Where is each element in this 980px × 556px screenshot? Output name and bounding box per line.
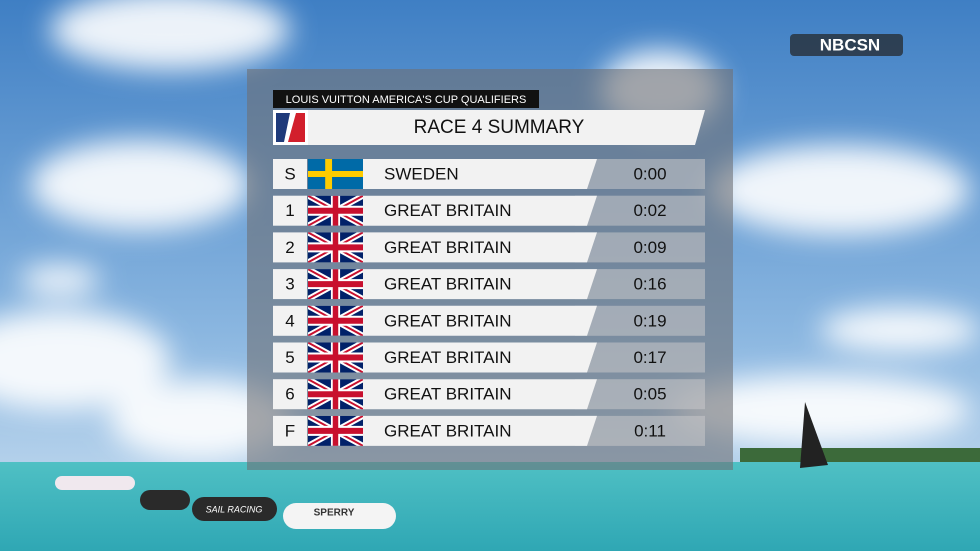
row-mark: 2 [285, 238, 294, 257]
time-cell [575, 305, 705, 336]
row-mark: 5 [285, 348, 294, 367]
team-cell [363, 195, 597, 226]
mark-cell [273, 379, 307, 410]
time-cell [575, 159, 705, 189]
mark-cell [273, 415, 307, 446]
team-cell [363, 305, 597, 336]
mark-cell [273, 342, 307, 373]
result-row: 2 GREAT BRITAIN 0:09 [273, 232, 705, 263]
time-cell [575, 269, 705, 300]
flag [308, 343, 363, 373]
flag [308, 232, 363, 262]
row-mark: S [284, 164, 295, 183]
team-name: GREAT BRITAIN [384, 421, 512, 440]
summary-graphic: LOUIS VUITTON AMERICA'S CUP QUALIFIERS R… [247, 69, 733, 470]
row-mark: 4 [285, 311, 294, 330]
logo-text: NBCSN [820, 35, 880, 54]
time-delta: 0:16 [633, 275, 666, 294]
flag [308, 269, 363, 299]
rows: S SWEDEN 0:00 1 GREAT BRITAIN 0:02 2 GREAT BRIT… [273, 159, 705, 446]
time-cell [575, 342, 705, 373]
flag [308, 159, 363, 189]
team-cell [363, 415, 597, 446]
team-name: GREAT BRITAIN [384, 275, 512, 294]
time-delta: 0:09 [633, 238, 666, 257]
team-cell [363, 379, 597, 410]
flag [308, 196, 363, 226]
team-name: GREAT BRITAIN [384, 238, 512, 257]
row-mark: 6 [285, 385, 294, 404]
result-row: 1 GREAT BRITAIN 0:02 [273, 195, 705, 226]
time-delta: 0:17 [633, 348, 666, 367]
mark-cell [273, 232, 307, 263]
result-row: 4 GREAT BRITAIN 0:19 [273, 305, 705, 336]
team-name: GREAT BRITAIN [384, 348, 512, 367]
time-delta: 0:02 [633, 201, 666, 220]
graphic-title: RACE 4 SUMMARY [414, 117, 585, 138]
mark-cell [273, 195, 307, 226]
team-cell [363, 342, 597, 373]
flag [308, 306, 363, 336]
time-cell [575, 379, 705, 410]
time-delta: 0:19 [633, 311, 666, 330]
network-logo: NBCSN [790, 34, 903, 56]
buoy-label: SAIL RACING [206, 504, 263, 514]
time-cell [575, 415, 705, 446]
result-row: 6 GREAT BRITAIN 0:05 [273, 379, 705, 410]
flag [308, 379, 363, 409]
series-label: LOUIS VUITTON AMERICA'S CUP QUALIFIERS [286, 94, 527, 106]
flag [308, 416, 363, 446]
buoy [283, 503, 396, 529]
result-row: F GREAT BRITAIN 0:11 [273, 415, 705, 446]
team-name: GREAT BRITAIN [384, 201, 512, 220]
mark-cell [273, 305, 307, 336]
team-cell [363, 269, 597, 300]
time-delta: 0:05 [633, 385, 666, 404]
team-cell [363, 232, 597, 263]
team-name: SWEDEN [384, 164, 459, 183]
mark-cell [273, 269, 307, 300]
row-mark: F [285, 421, 295, 440]
buoy [192, 497, 277, 521]
mark-cell [273, 159, 307, 189]
time-delta: 0:11 [634, 421, 666, 440]
time-delta: 0:00 [633, 164, 666, 183]
time-cell [575, 195, 705, 226]
team-name: GREAT BRITAIN [384, 385, 512, 404]
result-row: S SWEDEN 0:00 [273, 159, 705, 189]
row-mark: 1 [285, 201, 294, 220]
result-row: 5 GREAT BRITAIN 0:17 [273, 342, 705, 373]
team-cell [363, 159, 597, 189]
result-row: 3 GREAT BRITAIN 0:16 [273, 269, 705, 300]
buoy-label: SPERRY [314, 508, 355, 519]
row-mark: 3 [285, 275, 294, 294]
time-cell [575, 232, 705, 263]
team-name: GREAT BRITAIN [384, 311, 512, 330]
